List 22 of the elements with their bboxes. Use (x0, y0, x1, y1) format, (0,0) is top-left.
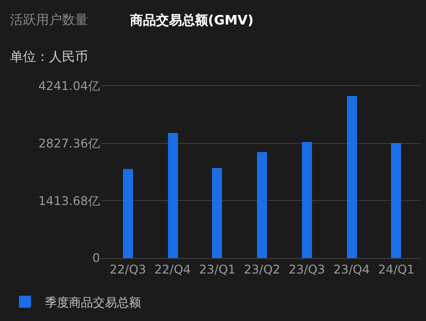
x-tick-label: 23/Q3 (288, 262, 326, 276)
x-tick-label: 23/Q2 (244, 262, 280, 276)
bar (391, 143, 401, 258)
y-tick-label: 4241.04亿 (38, 79, 100, 94)
chart-subtitle: 单位：人民币 (10, 50, 88, 65)
x-tick-label: 22/Q4 (154, 262, 191, 276)
bar (168, 133, 178, 258)
x-tick-label: 23/Q1 (199, 262, 236, 276)
text: 活跃用户数量 (10, 13, 88, 28)
bar (257, 152, 267, 258)
y-tick-label: 2827.36亿 (38, 136, 100, 151)
bar (123, 169, 133, 258)
x-tick-label: 23/Q4 (333, 262, 370, 276)
legend-label: 季度商品交易总额 (45, 295, 141, 310)
bar (212, 168, 222, 258)
y-tick-label: 0 (92, 251, 100, 266)
y-tick-label: 1413.68亿 (38, 194, 100, 208)
chart-title: 商品交易总额(GMV) (129, 12, 254, 29)
x-tick-label: 24/Q1 (378, 262, 415, 276)
bar (302, 142, 312, 258)
x-tick-label: 22/Q3 (110, 262, 146, 276)
bar (347, 96, 357, 258)
